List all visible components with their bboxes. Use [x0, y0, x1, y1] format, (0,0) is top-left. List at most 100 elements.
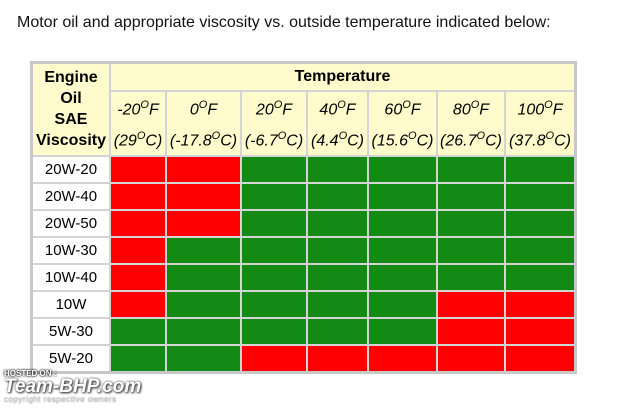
cell	[504, 235, 577, 265]
temp-part: O	[277, 130, 287, 143]
row-label: 5W-30	[30, 316, 111, 346]
cell	[240, 235, 308, 265]
row: 5W-30	[30, 316, 577, 346]
cell	[306, 262, 369, 292]
temp-part: F	[207, 101, 218, 119]
caption: Motor oil and appropriate viscosity vs. …	[17, 14, 551, 31]
cell	[109, 262, 167, 292]
row: 20W-20	[30, 154, 577, 184]
temp-part: O	[337, 99, 346, 111]
temp-part: C)	[554, 132, 571, 150]
cell	[240, 262, 308, 292]
cell	[306, 181, 369, 211]
cell	[436, 316, 506, 346]
temp-part: O	[136, 130, 146, 143]
cell	[367, 343, 438, 374]
row-label: 10W-30	[30, 235, 111, 265]
cell	[240, 343, 308, 374]
temp-line: (26.7OC)	[438, 123, 504, 154]
temp-part: F	[148, 101, 159, 119]
corner-line: Engine	[44, 69, 98, 87]
temp-part: O	[140, 99, 149, 111]
row: 10W-40	[30, 262, 577, 292]
temp-part: F	[479, 101, 490, 119]
temp-part: O	[273, 99, 283, 111]
cell	[367, 208, 438, 238]
temp-part: (-6.7	[244, 132, 278, 150]
cell	[504, 262, 577, 292]
cell	[504, 289, 577, 319]
cell	[109, 316, 167, 346]
temp-header: 100OF (37.8OC)	[504, 90, 577, 157]
row-label: 10W-40	[30, 262, 111, 292]
cell	[165, 262, 242, 292]
cell	[504, 181, 577, 211]
cell	[240, 154, 308, 184]
temp-line: (-6.7OC)	[242, 123, 306, 154]
temp-header: 20OF (-6.7OC)	[240, 90, 308, 157]
temp-part: O	[402, 99, 411, 111]
temp-part: (37.8	[509, 132, 546, 150]
temp-part: F	[410, 101, 421, 119]
temp-line: 20OF	[242, 92, 306, 123]
temp-line: 0OF	[167, 92, 240, 123]
row-label: 20W-20	[30, 154, 111, 184]
temp-part: 60	[384, 101, 403, 119]
cell	[109, 208, 167, 238]
table-body: 20W-20 20W-40 20W-50 10W-30 10W-40 10W 5W-30 5W…	[30, 154, 577, 374]
temp-part: 40	[319, 101, 338, 119]
temp-part: O	[408, 130, 417, 143]
cell	[306, 289, 369, 319]
cell	[436, 343, 506, 374]
temp-part: O	[476, 130, 486, 143]
corner-line: SAE	[54, 111, 88, 129]
cell	[367, 316, 438, 346]
temp-header: 40OF (4.4OC)	[306, 90, 369, 157]
temp-part: (15.6	[371, 132, 408, 150]
temp-part: (29	[113, 132, 137, 150]
cell	[109, 181, 167, 211]
cell	[367, 262, 438, 292]
temp-part: F	[282, 101, 293, 119]
cell	[306, 208, 369, 238]
temp-part: 100	[517, 101, 545, 119]
cell	[306, 343, 369, 374]
temp-part: F	[345, 101, 356, 119]
cell	[306, 316, 369, 346]
temp-part: C)	[286, 132, 304, 150]
temp-part: O	[544, 99, 553, 111]
temp-part: O	[470, 99, 480, 111]
cell	[436, 235, 506, 265]
temp-part: C)	[220, 132, 238, 150]
temp-header: 60OF (15.6OC)	[367, 90, 438, 157]
table-head: Engine Oil SAE Viscosity Temperature -20OF (2…	[30, 61, 577, 157]
row: 5W-20	[30, 343, 577, 374]
temp-line: 80OF	[438, 92, 504, 123]
header-row: -20OF (29OC) 0OF (-17.8OC) 20OF (-6.7OC) 40OF(…	[32, 90, 577, 157]
temp-line: -20OF	[111, 92, 165, 123]
cell	[240, 289, 308, 319]
temp-line: 60OF	[369, 92, 436, 123]
temp-line: 40OF	[308, 92, 367, 123]
cell	[165, 289, 242, 319]
cell	[436, 154, 506, 184]
viscosity-table: Engine Oil SAE Viscosity Temperature -20OF (2…	[30, 61, 577, 374]
temp-part: (26.7	[440, 132, 477, 150]
cell	[436, 262, 506, 292]
cell	[165, 154, 242, 184]
temp-part: O	[211, 130, 221, 143]
corner-header: Engine Oil SAE Viscosity	[30, 61, 111, 157]
cell	[306, 154, 369, 184]
row-label: 20W-40	[30, 181, 111, 211]
cell	[504, 208, 577, 238]
row: 20W-40	[30, 181, 577, 211]
cell	[504, 154, 577, 184]
watermark-hosted: HOSTED ON :	[4, 369, 57, 378]
temp-part: C)	[145, 132, 163, 150]
temp-part: (4.4	[310, 132, 339, 150]
cell	[367, 235, 438, 265]
temp-line: (4.4OC)	[308, 123, 367, 154]
temp-part: C)	[485, 132, 502, 150]
temp-header: 0OF (-17.8OC)	[165, 90, 242, 157]
